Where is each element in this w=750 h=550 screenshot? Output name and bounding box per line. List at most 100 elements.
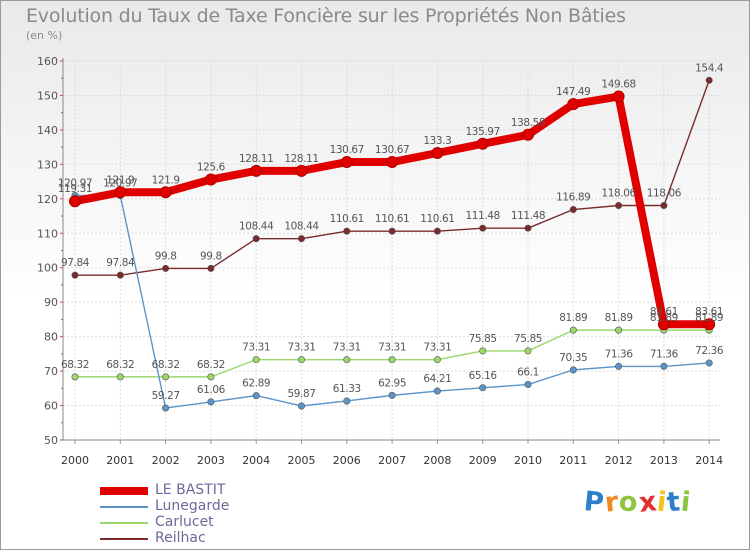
data-point-le-bastit xyxy=(567,98,580,111)
data-label-carlucet: 73.31 xyxy=(287,342,315,354)
data-label-reilhac: 111.48 xyxy=(511,210,545,222)
chart-title: Evolution du Taux de Taxe Foncière sur l… xyxy=(26,5,626,27)
data-point-reilhac xyxy=(297,235,305,243)
data-point-reilhac xyxy=(615,202,623,210)
data-point-carlucet xyxy=(343,356,351,364)
x-tick-label: 2012 xyxy=(605,454,633,467)
x-tick-label: 2014 xyxy=(695,454,723,467)
data-label-reilhac: 108.44 xyxy=(284,221,319,233)
data-point-reilhac xyxy=(252,235,260,243)
data-point-le-bastit xyxy=(386,156,399,169)
data-point-lunegarde xyxy=(569,366,577,374)
legend-swatch xyxy=(100,522,148,524)
chart-subtitle: (en %) xyxy=(26,29,63,42)
y-tick-labels: 50 60 70 80 90 100 110 120 130 140 150 160 xyxy=(37,55,58,447)
legend-swatch xyxy=(100,487,148,495)
x-tick-label: 2000 xyxy=(61,454,89,467)
data-point-le-bastit xyxy=(114,186,127,199)
data-point-reilhac xyxy=(71,271,79,279)
data-point-lunegarde xyxy=(433,387,441,395)
data-label-lunegarde: 59.87 xyxy=(287,388,315,400)
data-label-reilhac: 97.84 xyxy=(106,257,135,269)
data-label-carlucet: 73.31 xyxy=(423,342,451,354)
y-tick-label: 160 xyxy=(37,55,58,68)
data-point-lunegarde xyxy=(162,404,170,412)
series-points xyxy=(69,76,716,412)
data-point-le-bastit xyxy=(295,164,308,177)
y-tick-label: 80 xyxy=(44,331,58,344)
data-point-lunegarde xyxy=(343,397,351,405)
x-tick-label: 2011 xyxy=(559,454,587,467)
x-tick-label: 2001 xyxy=(106,454,134,467)
axes xyxy=(60,58,720,444)
data-label-lunegarde: 62.95 xyxy=(378,377,406,389)
logo-letter: i xyxy=(679,486,694,519)
y-tick-label: 70 xyxy=(44,365,58,378)
legend-swatch xyxy=(100,538,148,540)
legend-label: Carlucet xyxy=(155,514,214,530)
data-label-reilhac: 97.84 xyxy=(61,257,90,269)
data-point-carlucet xyxy=(569,326,577,334)
data-point-carlucet xyxy=(615,326,623,334)
data-point-lunegarde xyxy=(252,392,260,400)
data-label-le-bastit: 121.9 xyxy=(106,174,134,186)
data-label-reilhac: 154.4 xyxy=(695,62,724,74)
data-label-carlucet: 73.31 xyxy=(378,342,406,354)
x-tick-label: 2006 xyxy=(333,454,361,467)
data-label-carlucet: 68.32 xyxy=(152,359,180,371)
data-point-le-bastit xyxy=(250,164,263,177)
data-label-reilhac: 118.06 xyxy=(601,188,636,200)
data-label-carlucet: 73.31 xyxy=(242,342,270,354)
data-labels: 119.31 121.9 121.9 125.6 128.11 128.11 130.67 1… xyxy=(58,62,725,402)
x-tick-label: 2004 xyxy=(242,454,270,467)
data-point-reilhac xyxy=(207,264,215,272)
data-label-lunegarde: 66.1 xyxy=(517,367,539,379)
x-tick-label: 2003 xyxy=(197,454,225,467)
data-label-le-bastit: 83.61 xyxy=(695,306,723,318)
data-point-le-bastit xyxy=(340,156,353,169)
data-label-carlucet: 81.89 xyxy=(605,312,633,324)
data-label-le-bastit: 119.31 xyxy=(58,183,92,195)
data-point-carlucet xyxy=(297,356,305,364)
x-tick-label: 2007 xyxy=(378,454,406,467)
data-label-carlucet: 73.31 xyxy=(333,342,361,354)
data-point-le-bastit xyxy=(476,137,489,150)
data-point-lunegarde xyxy=(207,398,215,406)
data-point-lunegarde xyxy=(660,362,668,370)
data-label-lunegarde: 72.36 xyxy=(695,345,724,357)
data-label-le-bastit: 138.58 xyxy=(511,117,545,129)
data-label-lunegarde: 61.06 xyxy=(197,384,226,396)
data-point-carlucet xyxy=(207,373,215,381)
legend-swatch xyxy=(100,506,148,508)
x-tick-label: 2010 xyxy=(514,454,542,467)
data-point-lunegarde xyxy=(479,384,487,392)
data-point-le-bastit xyxy=(657,318,670,331)
legend-label: LE BASTIT xyxy=(155,482,226,498)
data-label-carlucet: 75.85 xyxy=(469,333,497,345)
y-tick-label: 110 xyxy=(37,227,58,240)
data-label-carlucet: 81.89 xyxy=(650,312,678,324)
data-point-lunegarde xyxy=(388,391,396,399)
y-tick-label: 60 xyxy=(44,400,58,413)
y-tick-label: 90 xyxy=(44,296,58,309)
proxiti-logo: Proxiti xyxy=(582,486,694,519)
data-label-reilhac: 111.48 xyxy=(466,210,500,222)
data-point-lunegarde xyxy=(524,381,532,389)
data-label-lunegarde: 62.89 xyxy=(242,378,270,390)
data-point-reilhac xyxy=(116,271,124,279)
data-label-lunegarde: 120.97 xyxy=(103,177,137,189)
y-tick-label: 100 xyxy=(37,262,58,275)
data-point-le-bastit xyxy=(159,186,172,199)
data-label-reilhac: 110.61 xyxy=(375,213,409,225)
data-label-carlucet: 68.32 xyxy=(106,359,134,371)
y-tick-label: 140 xyxy=(37,124,58,137)
x-tick-label: 2002 xyxy=(152,454,180,467)
data-label-le-bastit: 133.3 xyxy=(423,135,451,147)
data-label-reilhac: 99.8 xyxy=(155,250,177,262)
data-label-reilhac: 108.44 xyxy=(239,221,274,233)
data-point-le-bastit xyxy=(431,146,444,159)
data-point-le-bastit xyxy=(612,90,625,103)
data-point-lunegarde xyxy=(297,402,305,410)
data-label-lunegarde: 71.36 xyxy=(605,348,634,360)
